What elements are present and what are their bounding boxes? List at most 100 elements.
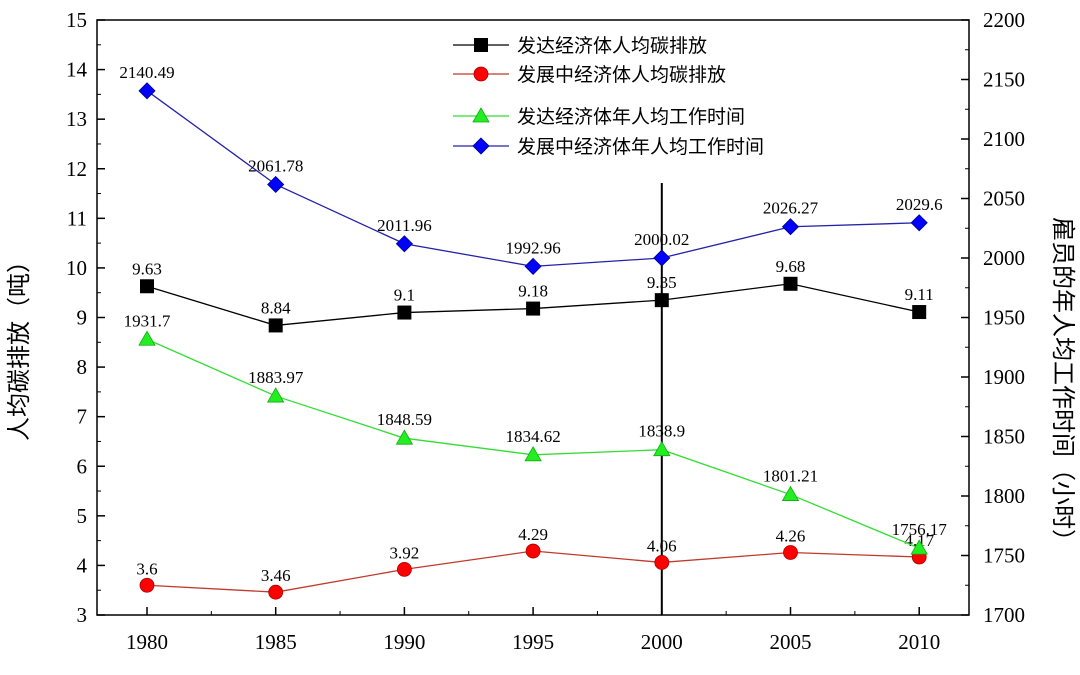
data-label: 3.92 xyxy=(390,543,420,562)
series-3-marker xyxy=(138,330,156,346)
left-tick-label: 13 xyxy=(66,107,87,131)
series-3: 1931.7 1883.97 1848.59 1834.62 1838.9 1801.21… xyxy=(124,311,948,555)
legend-item-4: 发展中经济体年人均工作时间 xyxy=(453,136,764,158)
data-label: 4.29 xyxy=(518,525,548,544)
left-tick-label: 10 xyxy=(66,256,87,280)
series-3-marker xyxy=(653,440,671,457)
data-label: 2011.96 xyxy=(377,216,432,235)
series-2-marker xyxy=(396,561,412,577)
series-3-marker xyxy=(524,445,542,462)
right-tick-label: 1950 xyxy=(983,306,1025,330)
data-label: 2000.02 xyxy=(634,230,689,249)
series-1-marker xyxy=(912,305,927,320)
data-label: 1883.97 xyxy=(248,368,304,387)
data-label: 1931.7 xyxy=(124,311,171,330)
series-1-marker xyxy=(397,305,412,320)
legend-label: 发展中经济体人均碳排放 xyxy=(517,64,726,86)
data-label: 9.68 xyxy=(776,257,806,276)
legend: 发达经济体人均碳排放发展中经济体人均碳排放发达经济体年人均工作时间发展中经济体年… xyxy=(453,35,764,158)
left-tick-label: 6 xyxy=(77,454,88,478)
legend-marker xyxy=(473,66,489,82)
series-2-marker xyxy=(654,555,670,570)
right-tick-label: 1800 xyxy=(983,484,1025,508)
series-4-marker xyxy=(910,214,928,232)
series-1-marker xyxy=(654,293,669,308)
data-label: 1992.96 xyxy=(505,238,560,257)
data-label: 1756.17 xyxy=(892,520,948,539)
x-tick-label: 2000 xyxy=(641,630,683,654)
data-label: 9.63 xyxy=(132,259,162,278)
series-4-marker xyxy=(395,235,413,253)
right-tick-label: 2100 xyxy=(983,127,1025,151)
x-tick-label: 1985 xyxy=(255,630,297,654)
x-tick-label: 2005 xyxy=(770,630,812,654)
series-4: 2140.49 2061.78 2011.96 1992.96 2000.02 2026.… xyxy=(119,63,943,275)
data-label: 1834.62 xyxy=(505,427,560,446)
series-4-marker xyxy=(524,257,542,275)
x-tick-label: 1990 xyxy=(383,630,425,654)
data-label: 2140.49 xyxy=(119,63,174,82)
series-2-marker xyxy=(268,584,284,600)
data-label: 2029.6 xyxy=(896,195,943,214)
series-3-marker xyxy=(781,485,800,501)
series-2-marker xyxy=(525,543,541,559)
x-axis: 1980 1985 1990 1995 2000 2005 2010 xyxy=(126,607,940,654)
series-1-marker xyxy=(268,318,283,333)
series-1-marker xyxy=(526,301,541,316)
legend-item-2: 发展中经济体人均碳排放 xyxy=(453,64,726,86)
left-tick-label: 4 xyxy=(77,553,88,577)
series-1-marker xyxy=(783,276,798,291)
right-tick-label: 1850 xyxy=(983,425,1025,449)
data-label: 2061.78 xyxy=(248,156,303,175)
data-label: 2026.27 xyxy=(763,199,819,218)
series-layer: 9.63 8.84 9.1 9.18 9.35 9.68 9.11 3.6 3.46 3.92 4.… xyxy=(119,63,947,615)
left-tick-label: 15 xyxy=(66,8,87,32)
left-y-axis: 3 4 5 6 7 8 9 10 11 12 13 14 15 xyxy=(66,8,105,627)
legend-marker xyxy=(474,38,488,52)
series-4-marker xyxy=(267,175,285,194)
data-label: 9.1 xyxy=(394,286,415,305)
right-tick-label: 2150 xyxy=(983,68,1025,92)
x-tick-label: 2010 xyxy=(898,630,940,654)
data-label: 9.11 xyxy=(905,285,934,304)
left-tick-label: 11 xyxy=(67,206,87,230)
data-label: 3.46 xyxy=(261,566,291,585)
legend-item-1: 发达经济体人均碳排放 xyxy=(453,35,707,57)
series-2-marker xyxy=(139,577,155,593)
legend-label: 发达经济体人均碳排放 xyxy=(517,35,707,57)
right-axis-title: 雇员的年人均工作时间（小时） xyxy=(1049,217,1076,553)
data-label: 1848.59 xyxy=(377,410,432,429)
right-tick-label: 1700 xyxy=(983,603,1025,627)
data-label: 3.6 xyxy=(136,559,157,578)
legend-label: 发展中经济体年人均工作时间 xyxy=(517,136,764,158)
left-tick-label: 12 xyxy=(66,157,87,181)
left-tick-label: 9 xyxy=(77,306,88,330)
series-3-marker xyxy=(267,387,285,403)
series-2: 3.63.463.924.294.064.264.17 xyxy=(136,525,935,600)
series-4-marker xyxy=(653,249,671,267)
series-4-marker xyxy=(781,218,800,236)
series-1: 9.63 8.84 9.1 9.18 9.35 9.68 9.11 xyxy=(132,257,934,333)
left-tick-label: 3 xyxy=(77,603,88,627)
data-label: 9.35 xyxy=(647,273,677,292)
data-label: 9.18 xyxy=(518,282,548,301)
series-3-marker xyxy=(395,429,414,445)
x-tick-label: 1995 xyxy=(512,630,554,654)
right-tick-label: 2200 xyxy=(983,8,1025,32)
data-label: 1801.21 xyxy=(763,467,818,486)
right-tick-label: 2050 xyxy=(983,187,1025,211)
left-tick-label: 8 xyxy=(77,355,88,379)
data-label: 4.26 xyxy=(776,527,806,546)
legend-marker xyxy=(472,137,490,155)
left-axis-title: 人均碳排放（吨） xyxy=(6,249,33,441)
legend-label: 发达经济体年人均工作时间 xyxy=(517,106,745,128)
series-4-marker xyxy=(138,82,156,100)
right-tick-label: 1750 xyxy=(983,544,1025,568)
data-label: 1838.9 xyxy=(638,422,685,441)
right-y-axis: 1700 1750 1800 1850 1900 1950 2000 2050 2100 2150… xyxy=(961,8,1025,627)
series-3-marker xyxy=(910,539,928,555)
legend-marker xyxy=(472,107,490,123)
series-2-marker xyxy=(783,545,798,560)
left-tick-label: 14 xyxy=(66,58,88,82)
